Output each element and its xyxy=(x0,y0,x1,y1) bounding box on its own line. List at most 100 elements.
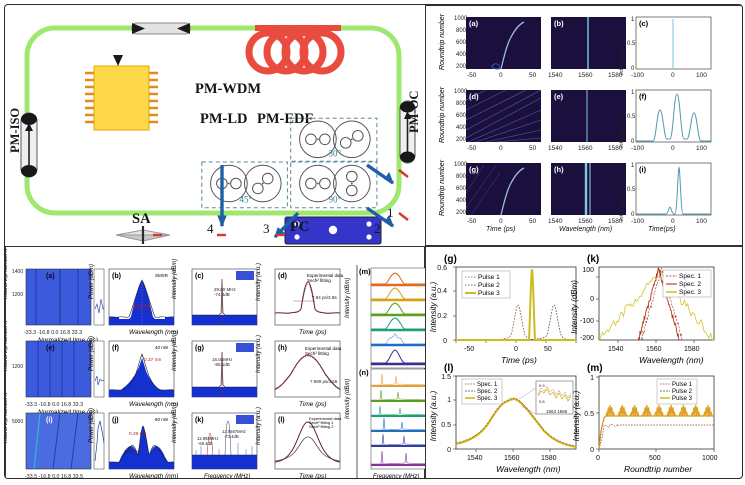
svg-text:30°: 30° xyxy=(328,149,341,159)
svg-text:0.5: 0.5 xyxy=(584,411,594,418)
svg-text:Sech² fitting 2: Sech² fitting 2 xyxy=(309,424,334,429)
svg-text:1.5: 1.5 xyxy=(441,374,451,381)
svg-text:Intensity (a.u.): Intensity (a.u.) xyxy=(572,390,581,441)
svg-text:Power (dBm): Power (dBm) xyxy=(89,336,95,371)
svg-text:1540: 1540 xyxy=(548,72,563,79)
svg-text:0.5: 0.5 xyxy=(627,41,636,47)
svg-text:(g): (g) xyxy=(444,254,457,265)
svg-text:1: 1 xyxy=(590,375,594,382)
svg-text:(c): (c) xyxy=(639,19,649,28)
svg-text:0: 0 xyxy=(499,145,503,152)
svg-text:1580: 1580 xyxy=(541,455,557,462)
svg-text:0: 0 xyxy=(590,296,594,303)
svg-text:3: 3 xyxy=(263,221,270,236)
svg-text:Time (ps): Time (ps) xyxy=(299,329,326,336)
svg-text:-100: -100 xyxy=(580,318,594,325)
svg-text:800: 800 xyxy=(456,174,467,180)
svg-text:Time (ps): Time (ps) xyxy=(501,355,537,365)
svg-text:1: 1 xyxy=(387,205,394,220)
svg-text:0: 0 xyxy=(671,72,675,79)
svg-text:-100: -100 xyxy=(631,72,644,79)
svg-text:0: 0 xyxy=(590,447,594,454)
svg-text:Sech² fitting: Sech² fitting xyxy=(307,278,331,283)
svg-text:(e): (e) xyxy=(554,92,564,101)
svg-text:(a): (a) xyxy=(46,273,55,280)
svg-text:-50: -50 xyxy=(467,218,477,225)
svg-text:SA: SA xyxy=(132,211,151,227)
svg-text:Pulse 2: Pulse 2 xyxy=(672,389,693,395)
svg-text:500: 500 xyxy=(649,455,661,462)
svg-text:Intensity (a.u.): Intensity (a.u.) xyxy=(619,185,625,221)
svg-text:800: 800 xyxy=(456,28,467,34)
svg-text:1: 1 xyxy=(631,163,635,169)
svg-text:0.26 nm: 0.26 nm xyxy=(129,431,146,437)
svg-text:(l): (l) xyxy=(444,363,453,374)
svg-text:Intensity (dBm): Intensity (dBm) xyxy=(172,331,178,371)
svg-text:-33.5 -16.8 0.0 16.8 33.5: -33.5 -16.8 0.0 16.8 33.5 xyxy=(25,474,83,479)
svg-text:PM-EDF: PM-EDF xyxy=(257,111,314,127)
svg-text:Spec. 2: Spec. 2 xyxy=(679,281,701,288)
svg-text:Time(ps): Time(ps) xyxy=(648,226,676,233)
svg-text:Pulse 2: Pulse 2 xyxy=(478,282,500,289)
svg-text:Wavelength (nm): Wavelength (nm) xyxy=(639,355,704,365)
svg-text:1400: 1400 xyxy=(12,269,23,275)
svg-text:(l): (l) xyxy=(278,417,285,424)
svg-text:1000: 1000 xyxy=(454,162,468,168)
svg-text:2: 2 xyxy=(374,221,381,236)
svg-text:(k): (k) xyxy=(195,417,204,424)
svg-text:1540: 1540 xyxy=(467,455,483,462)
svg-text:Intensity (dBm): Intensity (dBm) xyxy=(172,403,178,443)
svg-text:50: 50 xyxy=(529,72,537,79)
svg-text:Intensity (a.u.): Intensity (a.u.) xyxy=(429,281,438,332)
svg-text:Round-trip number n: Round-trip number n xyxy=(6,321,9,371)
svg-text:Intensity (a.u.): Intensity (a.u.) xyxy=(619,39,625,75)
svg-text:200: 200 xyxy=(456,210,467,216)
svg-text:7.999 ps/3.56: 7.999 ps/3.56 xyxy=(310,379,338,384)
svg-text:400: 400 xyxy=(456,198,467,204)
svg-text:-100: -100 xyxy=(631,218,644,225)
svg-text:50: 50 xyxy=(529,145,537,152)
svg-text:400: 400 xyxy=(456,52,467,58)
svg-text:0: 0 xyxy=(514,346,518,353)
svg-text:PM-ISO: PM-ISO xyxy=(8,108,22,153)
svg-text:(m): (m) xyxy=(587,363,603,374)
svg-text:(d): (d) xyxy=(469,92,479,101)
svg-text:600: 600 xyxy=(456,186,467,192)
svg-text:(n): (n) xyxy=(359,368,369,377)
svg-text:0: 0 xyxy=(499,72,503,79)
svg-text:-100: -100 xyxy=(631,145,644,152)
svg-text:200: 200 xyxy=(456,137,467,143)
svg-text:(i): (i) xyxy=(639,165,647,174)
svg-text:(i): (i) xyxy=(46,417,53,424)
svg-text:Intensity (a.u.): Intensity (a.u.) xyxy=(619,112,625,148)
svg-text:4: 4 xyxy=(207,221,214,236)
svg-text:Wavelength (nm): Wavelength (nm) xyxy=(496,464,561,474)
svg-text:(c): (c) xyxy=(195,273,204,280)
svg-text:0: 0 xyxy=(447,447,451,454)
svg-text:(b): (b) xyxy=(554,19,564,28)
svg-text:Intensity (dBm): Intensity (dBm) xyxy=(345,278,351,318)
svg-text:100: 100 xyxy=(696,145,707,152)
svg-text:-50: -50 xyxy=(464,346,474,353)
svg-text:PM-LD: PM-LD xyxy=(200,111,248,127)
svg-text:45°: 45° xyxy=(239,195,252,205)
svg-text:-200: -200 xyxy=(580,335,594,342)
svg-text:-50: -50 xyxy=(467,145,477,152)
svg-text:PM-WDM: PM-WDM xyxy=(195,81,261,97)
svg-text:1: 1 xyxy=(447,397,451,404)
svg-text:Intensity (a.u.): Intensity (a.u.) xyxy=(256,335,262,373)
svg-text:1: 1 xyxy=(631,17,635,23)
svg-text:Round-trip number n: Round-trip number n xyxy=(6,393,9,443)
svg-text:0.6: 0.6 xyxy=(437,265,447,272)
svg-text:Spec. 3: Spec. 3 xyxy=(477,396,498,402)
svg-text:(g): (g) xyxy=(469,165,479,174)
svg-text:(m): (m) xyxy=(359,267,371,276)
svg-text:1000: 1000 xyxy=(702,455,718,462)
svg-text:100: 100 xyxy=(696,218,707,225)
svg-text:0: 0 xyxy=(443,338,447,345)
svg-text:(d): (d) xyxy=(278,273,287,280)
svg-text:Roundtrip number: Roundtrip number xyxy=(624,464,693,474)
svg-text:50: 50 xyxy=(529,218,537,225)
svg-text:Pulse 1: Pulse 1 xyxy=(672,382,693,388)
svg-text:Spec. 1: Spec. 1 xyxy=(679,273,701,280)
